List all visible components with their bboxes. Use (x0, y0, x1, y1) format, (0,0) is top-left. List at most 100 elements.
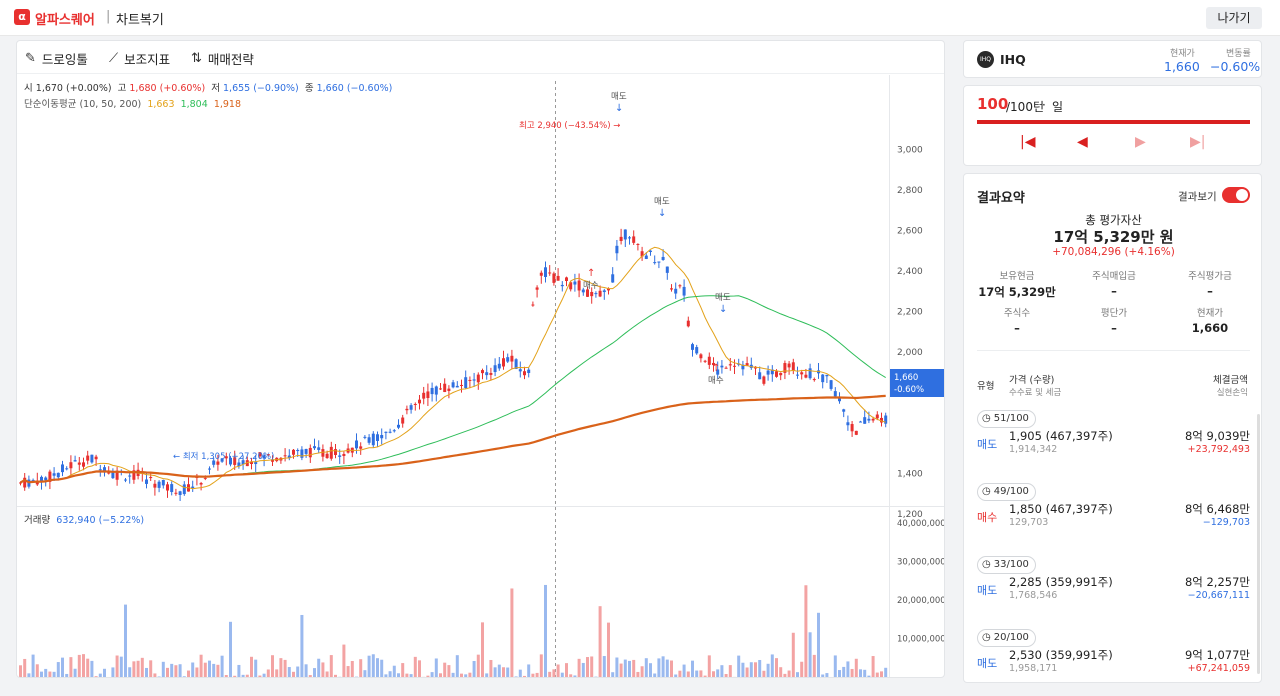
candle-body (191, 486, 195, 488)
candle-body (556, 275, 560, 281)
candle-body (367, 437, 371, 443)
trade-type: 매도 (977, 657, 998, 670)
volume-bar (128, 667, 132, 677)
next-turn-icon[interactable]: ▶ (1135, 134, 1146, 150)
candle-body (560, 284, 564, 287)
candle-body (145, 479, 148, 484)
stat-cash: 보유현금 17억 5,329만 (978, 271, 1056, 299)
candle-body (31, 479, 35, 481)
candle-body (77, 462, 81, 465)
trade-amount: 8억 9,039만 (1184, 429, 1250, 443)
candle-body (355, 440, 358, 449)
candle-body (166, 484, 169, 491)
volume-bar (258, 675, 262, 677)
high-label: 고 (117, 83, 127, 94)
volume-bar (556, 664, 560, 677)
candle-body (233, 457, 237, 465)
indicator-button[interactable]: ⟋ 보조지표 (109, 49, 170, 68)
candle-body (464, 377, 468, 389)
candle-body (443, 383, 447, 393)
candle-body (678, 285, 682, 287)
volume-bar (628, 660, 631, 677)
ma-legend[interactable]: 단순이동평균 (10, 50, 200) 1,663 1,804 1,918 (24, 96, 241, 110)
trade-turn-pill[interactable]: ◷ 20/100 (977, 629, 1036, 647)
volume-bar (170, 663, 174, 677)
volume-bar (644, 658, 648, 677)
volume-tick-label: 40,000,000 (897, 519, 945, 529)
candle-body (418, 399, 421, 404)
volume-bar (313, 668, 316, 677)
volume-bar (73, 668, 77, 677)
last-turn-icon[interactable]: ▶| (1190, 134, 1206, 150)
candle-body (783, 363, 787, 373)
progress-bar[interactable] (977, 120, 1250, 124)
trade-turn-pill[interactable]: ◷ 49/100 (977, 483, 1036, 501)
volume-bar (384, 674, 388, 677)
volume-bar (132, 661, 136, 677)
change-rate-label: 변동률 (1226, 49, 1251, 59)
volume-bar (266, 669, 270, 677)
price-tick-label: 1,400 (897, 470, 923, 480)
volume-bar (707, 655, 711, 677)
volume-bar (86, 658, 90, 677)
candle-body (94, 456, 98, 460)
volume-value: 632,940 (−5.22%) (56, 515, 145, 526)
candle-body (308, 447, 312, 458)
close-value: 1,660 (−0.60%) (316, 83, 393, 94)
candle-body (220, 458, 224, 462)
volume-bar (195, 667, 199, 677)
strategy-icon: ⇅ (191, 51, 202, 66)
candle-body (304, 448, 308, 454)
result-scrollbar[interactable] (1257, 414, 1260, 674)
price-tick-label: 1,200 (897, 510, 923, 520)
ma50-line (20, 295, 886, 483)
volume-bar (103, 668, 106, 677)
candle-body (359, 446, 363, 449)
candle-body (321, 449, 325, 457)
candle-body (619, 236, 623, 242)
price-tick-label: 3,000 (897, 146, 923, 156)
ma200-line (19, 394, 886, 484)
chart-panel[interactable]: 3,0002,8002,6002,4002,2002,0001,8001,400… (16, 40, 945, 678)
drawing-tool-button[interactable]: ✎ 드로잉툴 (25, 49, 88, 68)
candle-body (434, 386, 438, 395)
volume-bar (661, 656, 665, 677)
trade-turn-pill[interactable]: ◷ 51/100 (977, 410, 1036, 428)
prev-turn-icon[interactable]: ◀ (1077, 134, 1088, 150)
candle-body (787, 363, 791, 368)
candle-body (762, 376, 766, 384)
volume-bar (472, 661, 476, 677)
candle-body (283, 455, 287, 457)
volume-bar (770, 654, 774, 677)
result-toggle[interactable] (1222, 187, 1250, 203)
volume-bar (363, 670, 367, 677)
volume-bar (653, 673, 657, 677)
ma10-value: 1,663 (147, 99, 175, 110)
stock-name[interactable]: IHQ (1000, 52, 1026, 67)
candle-body (334, 449, 337, 455)
volume-bar (77, 654, 81, 677)
price-chart[interactable]: 3,0002,8002,6002,4002,2002,0001,8001,400… (17, 41, 945, 678)
trade-turn-pill[interactable]: ◷ 33/100 (977, 556, 1036, 574)
brand-name[interactable]: 알파스퀘어 (35, 13, 95, 28)
candle-body (90, 454, 94, 463)
candle-body (338, 455, 342, 457)
volume-bar (619, 663, 623, 677)
period-unit[interactable]: 일 (1052, 100, 1064, 114)
volume-bar (304, 664, 308, 677)
volume-bar (182, 676, 186, 677)
volume-legend: 거래량 632,940 (−5.22%) (24, 512, 144, 526)
strategy-button[interactable]: ⇅ 매매전략 (191, 49, 254, 68)
volume-bar (166, 667, 169, 677)
ma50-value: 1,804 (180, 99, 208, 110)
candle-body (531, 304, 535, 306)
volume-bar (531, 673, 535, 677)
ohlc-readout: 시 1,670 (+0.00%) 고 1,680 (+0.60%) 저 1,65… (24, 80, 392, 94)
chart-toolbar: ✎ 드로잉툴 ⟋ 보조지표 ⇅ 매매전략 (17, 41, 944, 74)
volume-bar (502, 667, 505, 677)
candle-body (728, 364, 732, 366)
candle-body (455, 385, 459, 388)
candle-body (775, 371, 778, 377)
exit-button[interactable]: 나가기 (1206, 7, 1262, 29)
first-turn-icon[interactable]: |◀ (1020, 134, 1036, 150)
